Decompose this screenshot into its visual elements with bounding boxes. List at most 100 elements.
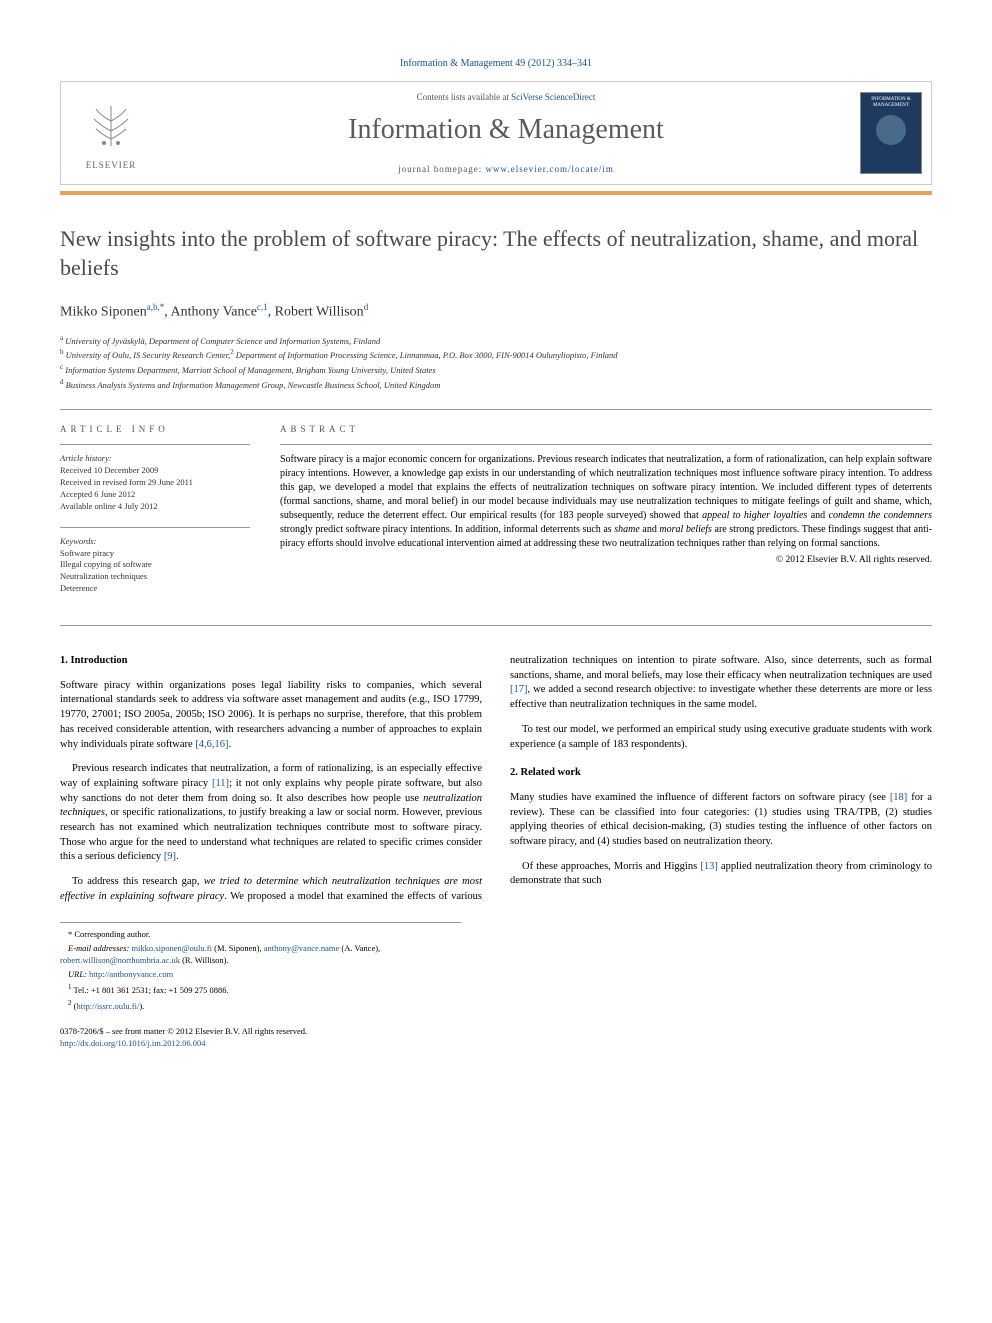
section-1-heading: 1. Introduction — [60, 654, 482, 669]
history-accepted: Accepted 6 June 2012 — [60, 489, 250, 501]
s2-p1-ref[interactable]: [18] — [890, 792, 908, 803]
publisher-logo-block: ELSEVIER — [61, 82, 161, 184]
author-3-aff[interactable]: d — [364, 302, 369, 312]
s1-p2-d: . — [176, 851, 179, 862]
contents-available-line: Contents lists available at SciVerse Sci… — [169, 92, 843, 102]
s2-p2-a: Of these approaches, Morris and Higgins — [522, 861, 700, 872]
email-2-link[interactable]: anthony@vance.name — [264, 943, 340, 953]
rule-mid — [60, 625, 932, 626]
fn2-close: ). — [139, 1000, 144, 1010]
history-received: Received 10 December 2009 — [60, 465, 250, 477]
s2-p2-ref[interactable]: [13] — [700, 861, 718, 872]
cover-image: INFORMATION & MANAGEMENT — [860, 92, 922, 174]
abstract-em-1: appeal to higher loyalties — [702, 510, 807, 521]
abstract-heading: ABSTRACT — [280, 424, 932, 434]
email-1-link[interactable]: mikko.siponen@oulu.fi — [131, 943, 212, 953]
s1-p1-ref[interactable]: [4,6,16] — [195, 739, 228, 750]
article-info-column: ARTICLE INFO Article history: Received 1… — [60, 424, 250, 609]
homepage-prefix: journal homepage: — [398, 164, 485, 174]
cover-globe-icon — [876, 115, 906, 145]
affiliation-a: University of Jyväskylä, Department of C… — [65, 336, 380, 346]
s1-p2-ref[interactable]: [11] — [212, 778, 229, 789]
sciencedirect-link[interactable]: SciVerse ScienceDirect — [511, 92, 595, 102]
s1-p3-ref[interactable]: [17] — [510, 684, 528, 695]
authors-line: Mikko Siponena,b,*, Anthony Vancec,1, Ro… — [60, 302, 932, 321]
info-abstract-row: ARTICLE INFO Article history: Received 1… — [60, 410, 932, 609]
affiliation-b-rest: Department of Information Processing Sci… — [234, 350, 618, 360]
url-label: URL: — [68, 969, 87, 979]
keyword-1: Software piracy — [60, 548, 250, 560]
page-container: Information & Management 49 (2012) 334–3… — [0, 0, 992, 1100]
abstract-em-3: shame — [614, 524, 640, 535]
elsevier-tree-icon — [81, 96, 141, 156]
section-2-heading: 2. Related work — [510, 766, 932, 781]
journal-homepage-link[interactable]: www.elsevier.com/locate/im — [486, 164, 614, 174]
footnotes-block: * Corresponding author. E-mail addresses… — [60, 922, 461, 1012]
abstract-part-3: strongly predict software piracy intenti… — [280, 524, 614, 535]
journal-ref-link[interactable]: Information & Management 49 (2012) 334–3… — [400, 58, 592, 69]
history-label: Article history: — [60, 453, 250, 465]
abstract-part-4: and — [640, 524, 660, 535]
emails-label: E-mail addresses: — [68, 943, 129, 953]
contents-prefix: Contents lists available at — [417, 92, 511, 102]
doi-link[interactable]: http://dx.doi.org/10.1016/j.im.2012.06.0… — [60, 1038, 206, 1048]
article-title: New insights into the problem of softwar… — [60, 225, 932, 282]
body-columns: 1. Introduction Software piracy within o… — [60, 654, 932, 904]
s2-p1-a: Many studies have examined the influence… — [510, 792, 890, 803]
affiliations-block: a University of Jyväskylä, Department of… — [60, 333, 932, 391]
author-url-link[interactable]: http://anthonyvance.com — [89, 969, 173, 979]
footnote-1-text: Tel.: +1 801 361 2531; fax: +1 509 275 0… — [74, 985, 229, 995]
email-2-who: (A. Vance), — [339, 943, 380, 953]
s2-p2: Of these approaches, Morris and Higgins … — [510, 860, 932, 889]
cover-title-text: INFORMATION & MANAGEMENT — [865, 97, 917, 109]
footnote-2: 2 (http://issrc.oulu.fi/). — [60, 999, 461, 1013]
affiliation-d: Business Analysis Systems and Informatio… — [66, 379, 441, 389]
author-3: Robert Willison — [275, 305, 364, 320]
author-1-corr[interactable]: * — [160, 302, 165, 312]
article-info-heading: ARTICLE INFO — [60, 424, 250, 434]
author-1: Mikko Siponen — [60, 305, 147, 320]
issn-line: 0378-7206/$ – see front matter © 2012 El… — [60, 1026, 932, 1038]
s1-p2-ref2[interactable]: [9] — [164, 851, 176, 862]
journal-name-heading: Information & Management — [169, 114, 843, 146]
email-3-who: (R. Willison). — [180, 955, 229, 965]
s1-p2-c: , or specific rationalizations, to justi… — [60, 807, 482, 862]
s1-p3-c: , we added a second research objective: … — [510, 684, 932, 710]
affiliation-c: Information Systems Department, Marriott… — [65, 365, 435, 375]
abstract-em-2: condemn the condemners — [829, 510, 932, 521]
journal-cover-thumb: INFORMATION & MANAGEMENT — [851, 82, 931, 184]
history-online: Available online 4 July 2012 — [60, 501, 250, 513]
author-2-aff[interactable]: c,1 — [257, 302, 268, 312]
corr-author-note: * Corresponding author. — [60, 929, 461, 941]
footnote-1: 1 Tel.: +1 801 361 2531; fax: +1 509 275… — [60, 983, 461, 997]
page-footer-meta: 0378-7206/$ – see front matter © 2012 El… — [60, 1026, 932, 1050]
history-revised: Received in revised form 29 June 2011 — [60, 477, 250, 489]
keywords-label: Keywords: — [60, 536, 250, 548]
affiliation-b-prefix: University of Oulu, IS Security Research… — [66, 350, 230, 360]
email-3-link[interactable]: robert.willison@northumbria.ac.uk — [60, 955, 180, 965]
emails-line: E-mail addresses: mikko.siponen@oulu.fi … — [60, 943, 461, 967]
author-1-aff[interactable]: a,b, — [147, 302, 160, 312]
s1-p1-end: . — [229, 739, 232, 750]
keyword-3: Neutralization techniques — [60, 571, 250, 583]
s1-p3-a: To address this research gap, — [72, 876, 204, 887]
s1-p1-text: Software piracy within organizations pos… — [60, 680, 482, 750]
footnote-2-link[interactable]: http://issrc.oulu.fi/ — [77, 1000, 140, 1010]
abstract-copyright: © 2012 Elsevier B.V. All rights reserved… — [280, 555, 932, 565]
top-banner: Information & Management 49 (2012) 334–3… — [60, 50, 932, 81]
s2-p1: Many studies have examined the influence… — [510, 791, 932, 850]
keyword-2: Illegal copying of software — [60, 559, 250, 571]
abstract-em-4: moral beliefs — [659, 524, 712, 535]
author-2: Anthony Vance — [170, 305, 256, 320]
s1-p2: Previous research indicates that neutral… — [60, 762, 482, 865]
email-1-who: (M. Siponen), — [212, 943, 262, 953]
header-center: Contents lists available at SciVerse Sci… — [161, 82, 851, 184]
journal-header-box: ELSEVIER Contents lists available at Sci… — [60, 81, 932, 185]
abstract-text: Software piracy is a major economic conc… — [280, 445, 932, 551]
author-url-line: URL: http://anthonyvance.com — [60, 969, 461, 981]
s1-p4: To test our model, we performed an empir… — [510, 723, 932, 752]
journal-homepage-line: journal homepage: www.elsevier.com/locat… — [169, 164, 843, 174]
keyword-4: Deterrence — [60, 583, 250, 595]
abstract-part-2: and — [807, 510, 828, 521]
accent-bar — [60, 191, 932, 195]
